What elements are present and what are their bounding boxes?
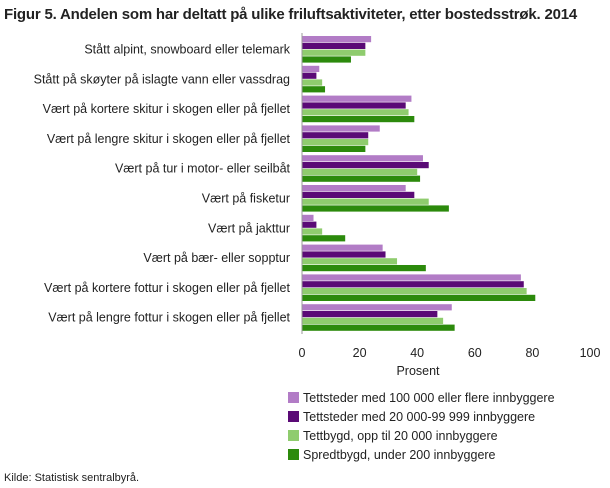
bar [302, 49, 366, 56]
x-tick-label: 100 [580, 346, 601, 360]
bars-group [302, 36, 536, 331]
category-label: Vært på lengre fottur i skogen eller på … [48, 311, 290, 325]
bar [302, 175, 421, 182]
bar [302, 198, 429, 205]
legend-swatch [288, 411, 299, 422]
bar [302, 214, 314, 221]
bar [302, 317, 444, 324]
bar [302, 116, 415, 123]
bar [302, 168, 418, 175]
bar-chart: Stått alpint, snowboard eller telemark St… [34, 33, 601, 378]
legend-item: Tettsteder med 100 000 eller flere innby… [288, 388, 555, 407]
bar [302, 258, 398, 265]
legend-item: Spredtbygd, under 200 innbyggere [288, 445, 555, 464]
legend-swatch [288, 449, 299, 460]
x-tick-label: 0 [299, 346, 306, 360]
category-label: Vært på kortere skitur i skogen eller på… [43, 102, 291, 116]
legend-swatch [288, 392, 299, 403]
category-label: Vært på jakttur [208, 221, 290, 235]
category-label: Vært på bær- eller sopptur [143, 251, 290, 265]
category-label: Stått alpint, snowboard eller telemark [84, 43, 290, 57]
legend-item: Tettbygd, opp til 20 000 innbyggere [288, 426, 555, 445]
bar [302, 288, 527, 295]
category-label: Vært på tur i motor- eller seilbåt [115, 162, 291, 176]
bar [302, 65, 320, 72]
x-tick-label: 60 [468, 346, 482, 360]
bar [302, 274, 521, 281]
bar [302, 79, 323, 86]
legend-label: Spredtbygd, under 200 innbyggere [303, 447, 496, 462]
bar [302, 265, 426, 272]
category-labels: Stått alpint, snowboard eller telemark St… [34, 43, 291, 325]
bar [302, 191, 415, 198]
legend-label: Tettbygd, opp til 20 000 innbyggere [303, 428, 498, 443]
legend-item: Tettsteder med 20 000-99 999 innbyggere [288, 407, 555, 426]
legend-label: Tettsteder med 100 000 eller flere innby… [303, 390, 555, 405]
bar [302, 42, 366, 49]
source-note: Kilde: Statistisk sentralbyrå. [4, 472, 140, 484]
x-tick-label: 40 [410, 346, 424, 360]
bar [302, 72, 317, 79]
bar [302, 102, 406, 109]
bar [302, 36, 372, 43]
bar [302, 294, 536, 301]
bar [302, 311, 438, 318]
bar [302, 139, 369, 146]
bar [302, 251, 386, 258]
bar [302, 109, 409, 116]
bar [302, 324, 455, 331]
bar [302, 125, 380, 132]
bar [302, 235, 346, 242]
category-label: Stått på skøyter på islagte vann eller v… [34, 72, 290, 86]
legend-label: Tettsteder med 20 000-99 999 innbyggere [303, 409, 536, 424]
bar [302, 86, 326, 93]
bar [302, 185, 406, 192]
chart-title: Figur 5. Andelen som har deltatt på ulik… [4, 6, 578, 23]
x-tick-label: 80 [525, 346, 539, 360]
legend: Tettsteder med 100 000 eller flere innby… [288, 388, 555, 464]
x-tick-label: 20 [353, 346, 367, 360]
bar [302, 281, 524, 288]
category-label: Vært på lengre skitur i skogen eller på … [47, 132, 291, 146]
bar [302, 244, 383, 251]
bar [302, 304, 452, 311]
bar [302, 228, 323, 235]
category-label: Vært på kortere fottur i skogen eller på… [44, 281, 290, 295]
x-axis-label: Prosent [396, 364, 440, 378]
bar [302, 221, 317, 228]
bar [302, 132, 369, 139]
bar [302, 205, 449, 212]
bar [302, 155, 423, 162]
x-tick-labels: 0 20 40 60 80 100 [299, 346, 601, 360]
legend-swatch [288, 430, 299, 441]
bar [302, 95, 412, 102]
bar [302, 162, 429, 169]
category-label: Vært på fisketur [202, 192, 290, 206]
bar [302, 56, 351, 63]
bar [302, 145, 366, 152]
